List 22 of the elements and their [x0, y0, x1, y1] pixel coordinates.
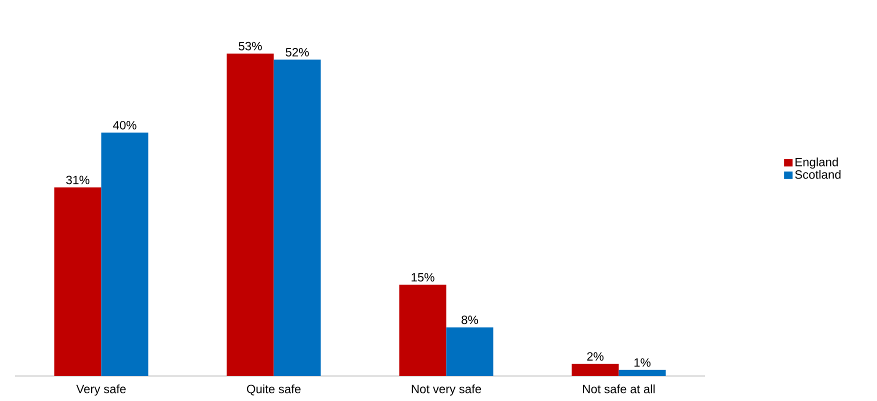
bar	[572, 364, 619, 376]
bar	[618, 370, 666, 376]
x-tick-label: Quite safe	[246, 384, 301, 396]
data-label: 2%	[587, 352, 604, 361]
data-label: 52%	[286, 48, 309, 56]
bar	[274, 60, 321, 376]
data-label: 8%	[462, 316, 478, 324]
bar	[446, 327, 494, 376]
bar	[399, 284, 446, 376]
data-label: 53%	[238, 42, 262, 50]
data-label: 1%	[634, 358, 651, 367]
bar	[101, 132, 148, 376]
bar	[226, 54, 274, 376]
data-label: 31%	[66, 176, 90, 184]
x-tick-label: Not very safe	[412, 384, 482, 396]
legend-label: England	[796, 157, 838, 169]
bar	[54, 187, 102, 376]
data-label: 40%	[113, 120, 136, 130]
data-label: 15%	[412, 273, 434, 282]
x-tick-label: Very safe	[76, 384, 126, 396]
x-tick-label: Not safe at all	[583, 384, 655, 394]
legend-label: Scotland	[795, 170, 841, 179]
